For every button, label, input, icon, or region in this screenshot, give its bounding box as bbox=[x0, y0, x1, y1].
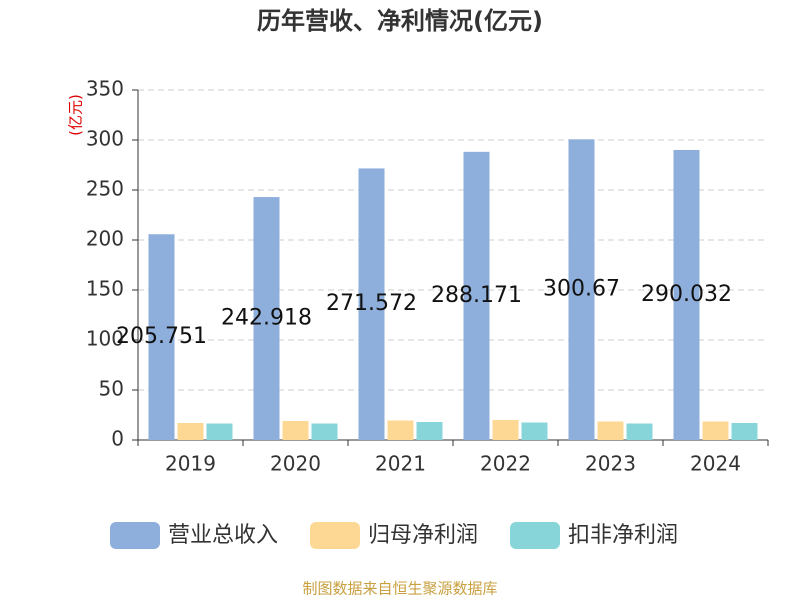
x-tick-label: 2020 bbox=[270, 452, 321, 476]
bar bbox=[177, 423, 204, 440]
bar bbox=[492, 420, 519, 440]
legend-swatch bbox=[310, 522, 360, 549]
x-tick-label: 2023 bbox=[585, 452, 636, 476]
y-tick-label: 150 bbox=[86, 277, 124, 301]
data-label: 205.751 bbox=[116, 324, 207, 349]
bar bbox=[387, 420, 414, 440]
chart-title: 历年营收、净利情况(亿元) bbox=[257, 7, 543, 35]
bar bbox=[311, 423, 338, 440]
bar bbox=[597, 421, 624, 440]
data-label: 271.572 bbox=[326, 291, 417, 316]
y-axis-label: (亿元) bbox=[67, 94, 85, 136]
source-note: 制图数据来自恒生聚源数据库 bbox=[302, 580, 497, 598]
y-tick-label: 200 bbox=[86, 227, 124, 251]
x-tick-label: 2024 bbox=[690, 452, 741, 476]
legend-label: 扣非净利润 bbox=[568, 523, 678, 548]
y-tick-label: 250 bbox=[86, 177, 124, 201]
bar bbox=[148, 234, 175, 440]
bar bbox=[702, 421, 729, 440]
x-tick-label: 2022 bbox=[480, 452, 531, 476]
data-label: 288.171 bbox=[431, 283, 522, 308]
legend-swatch bbox=[110, 522, 160, 549]
y-tick-label: 50 bbox=[99, 377, 124, 401]
bar bbox=[568, 139, 595, 440]
y-tick-label: 350 bbox=[86, 77, 124, 101]
data-label: 300.67 bbox=[543, 277, 620, 302]
bar bbox=[521, 422, 548, 440]
data-label: 242.918 bbox=[221, 306, 312, 331]
legend-label: 归母净利润 bbox=[368, 523, 478, 548]
bar bbox=[416, 422, 443, 440]
y-tick-label: 0 bbox=[111, 427, 124, 451]
bar bbox=[253, 197, 280, 440]
x-tick-label: 2019 bbox=[165, 452, 216, 476]
bar bbox=[282, 421, 309, 440]
legend-label: 营业总收入 bbox=[168, 523, 278, 548]
bar bbox=[206, 423, 233, 440]
bar bbox=[673, 149, 700, 440]
bar bbox=[731, 423, 758, 440]
bar bbox=[626, 423, 653, 440]
bar bbox=[358, 168, 385, 441]
x-tick-label: 2021 bbox=[375, 452, 426, 476]
y-tick-label: 100 bbox=[86, 327, 124, 351]
bar bbox=[463, 151, 490, 441]
legend-swatch bbox=[510, 522, 560, 549]
data-label: 290.032 bbox=[641, 282, 732, 307]
y-tick-label: 300 bbox=[86, 127, 124, 151]
